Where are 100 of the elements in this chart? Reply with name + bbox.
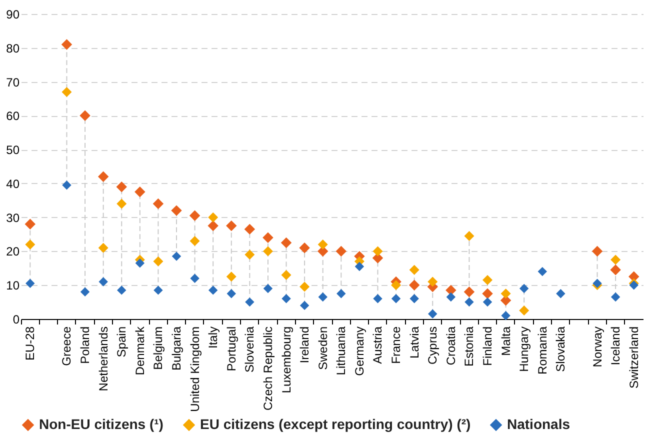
point bbox=[281, 270, 292, 280]
point bbox=[336, 246, 347, 257]
x-tick-label: Greece bbox=[60, 326, 74, 366]
point bbox=[263, 284, 273, 294]
point bbox=[226, 288, 236, 298]
point bbox=[116, 198, 127, 209]
point bbox=[226, 272, 236, 282]
x-tick-label: Norway bbox=[590, 326, 604, 368]
point bbox=[482, 288, 493, 299]
point bbox=[62, 86, 72, 97]
point bbox=[373, 294, 382, 304]
x-tick-label: Germany bbox=[352, 326, 366, 376]
point bbox=[62, 180, 72, 190]
y-tick-label: 0 bbox=[12, 312, 20, 326]
point bbox=[208, 220, 218, 232]
point bbox=[116, 181, 127, 192]
point bbox=[464, 230, 474, 241]
point bbox=[226, 220, 237, 232]
point bbox=[538, 266, 547, 276]
x-tick-label: Spain bbox=[114, 326, 129, 358]
point bbox=[391, 294, 401, 304]
point bbox=[262, 246, 273, 256]
y-tick-label: 30 bbox=[6, 210, 20, 225]
y-tick-label: 60 bbox=[6, 109, 20, 124]
point bbox=[24, 218, 36, 230]
x-tick-label: Denmark bbox=[132, 326, 147, 376]
x-tick-label: Finland bbox=[480, 326, 494, 366]
point bbox=[391, 280, 402, 290]
point bbox=[208, 286, 218, 295]
point bbox=[501, 311, 510, 320]
point bbox=[117, 286, 126, 295]
point bbox=[262, 232, 274, 244]
x-tick-label: Hungary bbox=[517, 326, 532, 372]
point bbox=[134, 186, 146, 198]
point bbox=[409, 264, 420, 275]
x-tick-label: Ireland bbox=[298, 326, 312, 364]
point bbox=[154, 286, 163, 295]
point bbox=[80, 287, 90, 296]
point bbox=[61, 39, 72, 50]
point bbox=[464, 297, 474, 307]
point bbox=[408, 280, 420, 290]
point bbox=[428, 276, 438, 287]
point bbox=[171, 205, 182, 216]
point bbox=[628, 271, 640, 282]
x-tick-label: Estonia bbox=[462, 326, 476, 367]
point bbox=[244, 224, 256, 235]
x-tick-label: Croatia bbox=[444, 326, 458, 366]
point bbox=[98, 242, 108, 253]
point bbox=[208, 212, 218, 222]
point bbox=[336, 288, 346, 298]
point bbox=[610, 264, 621, 276]
point bbox=[318, 292, 328, 302]
point bbox=[519, 284, 529, 294]
x-tick-label: United Kingdom bbox=[188, 326, 202, 412]
point bbox=[172, 252, 182, 261]
x-tick-label: Romania bbox=[535, 326, 550, 375]
point bbox=[556, 288, 566, 298]
point bbox=[410, 294, 419, 304]
point bbox=[464, 286, 475, 298]
y-tick-label: 50 bbox=[6, 143, 20, 158]
point bbox=[135, 258, 145, 268]
point bbox=[629, 280, 638, 290]
legend-label: Nationals bbox=[507, 416, 570, 432]
legend-label: Non-EU citizens (¹) bbox=[39, 416, 164, 432]
point bbox=[318, 239, 328, 250]
point bbox=[190, 236, 200, 246]
x-tick-label: Netherlands bbox=[96, 326, 110, 392]
point bbox=[519, 306, 530, 316]
x-tick-label: EU-28 bbox=[23, 326, 38, 361]
point bbox=[592, 246, 603, 257]
x-tick-label: Cyprus bbox=[426, 326, 440, 365]
x-tick-label: Sweden bbox=[316, 326, 330, 370]
x-tick-label: Iceland bbox=[608, 326, 623, 366]
legend-label: EU citizens (except reporting country) (²) bbox=[200, 416, 471, 432]
point bbox=[189, 210, 200, 221]
point bbox=[610, 292, 620, 302]
point bbox=[372, 246, 383, 256]
x-tick-label: Czech Republic bbox=[260, 326, 275, 411]
point bbox=[482, 297, 492, 307]
point bbox=[280, 237, 292, 248]
y-tick-label: 10 bbox=[6, 278, 20, 293]
x-tick-label: Lithuania bbox=[334, 326, 348, 376]
y-tick-label: 40 bbox=[6, 176, 20, 191]
point bbox=[244, 250, 255, 260]
x-tick-label: Latvia bbox=[407, 326, 422, 359]
x-tick-label: Belgium bbox=[151, 326, 166, 370]
point bbox=[354, 262, 364, 272]
x-tick-label: Italy bbox=[206, 326, 220, 349]
point bbox=[500, 288, 511, 299]
x-tick-label: Portugal bbox=[224, 326, 238, 372]
point bbox=[98, 277, 108, 286]
point bbox=[190, 274, 200, 283]
x-tick-label: Slovenia bbox=[242, 326, 257, 373]
point bbox=[282, 294, 291, 304]
x-tick-label: Luxembourg bbox=[279, 326, 294, 394]
y-tick-label: 70 bbox=[6, 75, 20, 90]
y-tick-label: 90 bbox=[6, 8, 20, 22]
x-tick-label: Switzerland bbox=[626, 326, 641, 389]
x-tick-label: Poland bbox=[78, 326, 92, 364]
x-tick-label: Malta bbox=[498, 326, 513, 356]
